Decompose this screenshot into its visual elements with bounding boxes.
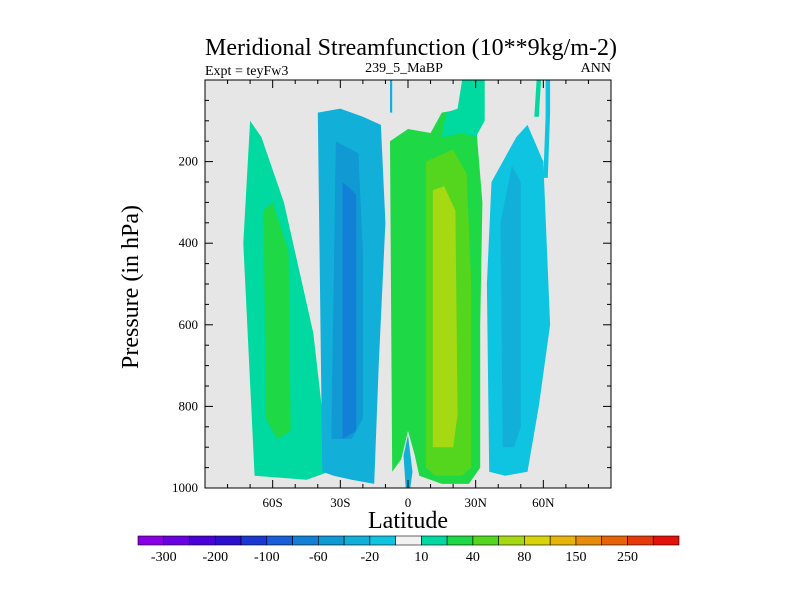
contour-band-ne-outer: [441, 80, 485, 138]
contour-band-eq-blue-sliver: [403, 435, 413, 488]
colorbar-box: [369, 535, 396, 546]
colorbar-box: [318, 535, 345, 546]
colorbar-label: 150: [565, 550, 586, 565]
colorbar-box: [163, 535, 190, 546]
contour-band-nh-stream-1: [534, 80, 542, 117]
x-axis: 60S 30S 0 30N 60N: [227, 80, 589, 510]
contour-regions: [243, 80, 551, 488]
colorbar-label: -100: [254, 550, 280, 565]
contour-band-nh-midlat-inner: [500, 165, 521, 448]
colorbar-box: [472, 535, 499, 546]
colorbar-box: [498, 535, 525, 546]
x-tick-label: 0: [405, 495, 412, 510]
colorbar-box: [214, 535, 242, 546]
y-tick-label: 400: [179, 235, 199, 250]
colorbar-box: [524, 535, 551, 546]
x-tick-label: 60N: [532, 495, 555, 510]
period-label: 239_5_MaBP: [365, 61, 443, 76]
colorbar-box: [601, 535, 628, 546]
expt-label: Expt = teyFw3: [205, 64, 288, 79]
colorbar-box: [652, 535, 680, 546]
colorbar-box: [421, 535, 448, 546]
colorbar-label: 250: [617, 550, 638, 565]
y-axis: 200 400 600 800 1000: [172, 99, 611, 495]
y-tick-label: 800: [179, 398, 199, 413]
colorbar-label: -300: [151, 550, 177, 565]
colorbar: -300 -200 -100 -60 -20 10 40 80 150 250: [137, 535, 680, 565]
x-axis-title: Latitude: [368, 508, 448, 534]
colorbar-label: 80: [517, 550, 531, 565]
colorbar-label: 10: [414, 550, 428, 565]
colorbar-box: [395, 535, 422, 546]
chart-title: Meridional Streamfunction (10**9kg/m-2): [205, 35, 617, 61]
colorbar-box: [343, 535, 371, 546]
y-tick-label: 600: [179, 317, 199, 332]
colorbar-label: -60: [309, 550, 328, 565]
colorbar-box: [137, 535, 165, 546]
colorbar-box: [627, 535, 654, 546]
contour-band-sh-subtrop-core: [342, 182, 357, 439]
colorbar-label: 40: [466, 550, 480, 565]
colorbar-label: -200: [202, 550, 228, 565]
colorbar-box: [446, 535, 474, 546]
contour-band-top-blue-sliver: [390, 80, 393, 113]
x-tick-label: 30N: [464, 495, 487, 510]
y-tick-label: 200: [179, 154, 199, 169]
colorbar-box: [292, 535, 319, 546]
x-tick-label: 30S: [330, 495, 350, 510]
y-tick-label: 1000: [172, 480, 198, 495]
colorbar-label: -20: [361, 550, 380, 565]
x-tick-label: 60S: [263, 495, 283, 510]
colorbar-box: [575, 535, 603, 546]
colorbar-box: [549, 535, 577, 546]
colorbar-box: [240, 535, 268, 546]
contour-band-nh-stream-2: [543, 80, 551, 178]
contour-band-sh-midlat-inner: [263, 202, 291, 439]
colorbar-box: [189, 535, 216, 546]
colorbar-box: [266, 535, 293, 546]
contour-band-tropics-core: [432, 186, 458, 448]
y-axis-title: Pressure (in hPa): [118, 205, 144, 369]
season-label: ANN: [581, 61, 611, 76]
